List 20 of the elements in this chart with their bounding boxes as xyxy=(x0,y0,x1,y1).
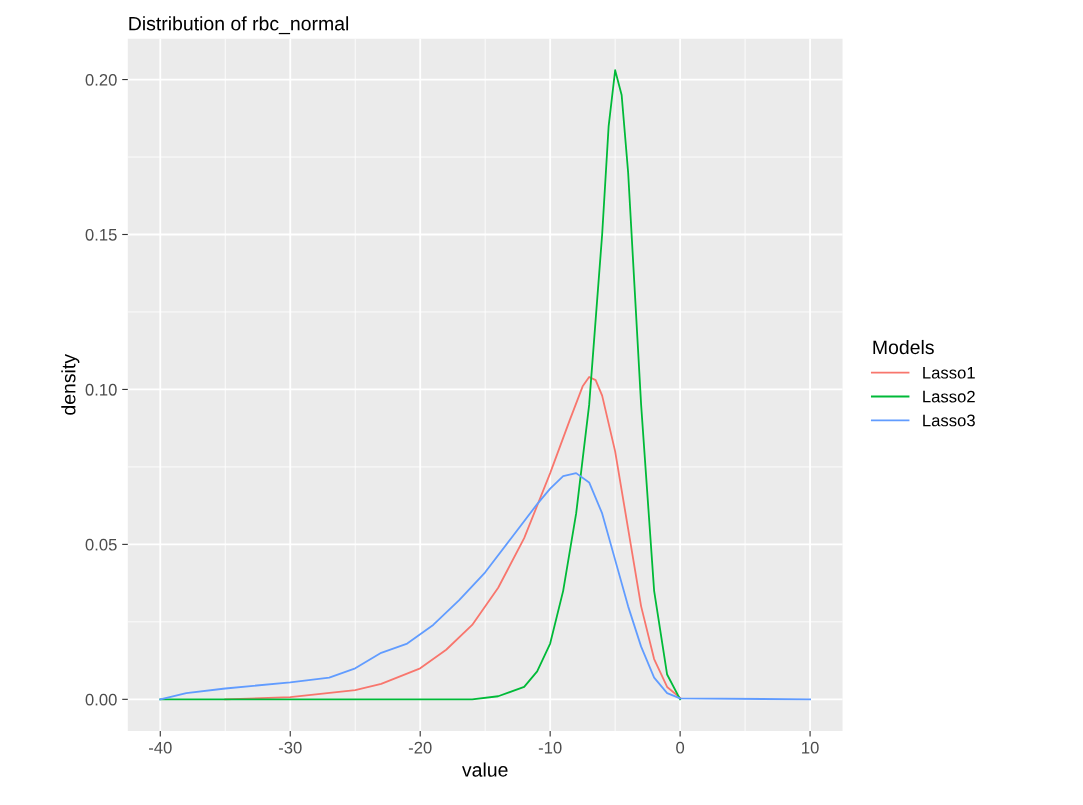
x-tick-label: -20 xyxy=(408,741,432,754)
x-tick-label: -40 xyxy=(148,741,172,754)
x-tick-label: -30 xyxy=(278,741,302,754)
line-series xyxy=(159,69,682,701)
y-axis-title: density xyxy=(61,354,80,415)
chart-title: Distribution of rbc_normal xyxy=(129,16,349,35)
y-tick-label: 0.20 xyxy=(85,73,117,86)
x-tick-label: 10 xyxy=(802,741,819,754)
x-axis-title: value xyxy=(462,762,508,777)
y-tick-label: 0.15 xyxy=(85,228,117,241)
y-tick-label: 0.00 xyxy=(85,693,117,706)
legend-label: Lasso3 xyxy=(923,414,975,427)
legend-label: Lasso1 xyxy=(923,366,975,379)
x-tick-label: -10 xyxy=(538,741,562,754)
y-tick-label: 0.10 xyxy=(85,383,117,396)
y-tick-label: 0.05 xyxy=(85,538,117,551)
x-tick-label: 0 xyxy=(676,741,685,754)
legend-label: Lasso2 xyxy=(923,390,975,403)
line-series xyxy=(159,472,811,701)
legend-title: Models xyxy=(873,339,934,355)
